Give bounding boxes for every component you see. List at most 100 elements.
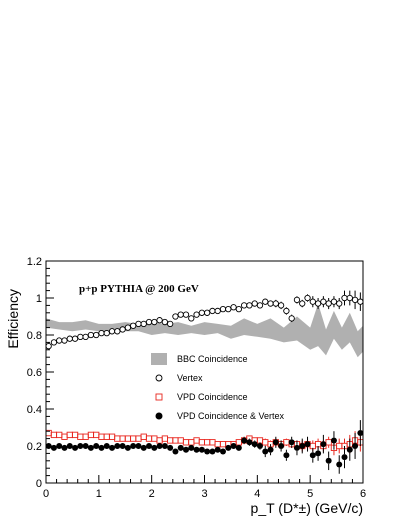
vpd-vertex-point — [56, 443, 63, 449]
vpd-vertex-point — [325, 457, 332, 464]
vertex-point — [156, 317, 163, 324]
vertex-point — [87, 331, 95, 339]
vertex-point — [45, 342, 52, 350]
vpd-coincidence-point — [177, 437, 184, 444]
y-tick-label: 1 — [36, 293, 42, 305]
vpd-vertex-point — [198, 446, 205, 453]
vertex-point — [240, 302, 248, 309]
vertex-point — [50, 339, 58, 346]
vpd-vertex-point — [304, 441, 311, 448]
vpd-vertex-point — [230, 443, 237, 449]
legend-filled-circle-marker — [155, 412, 163, 420]
vertex-point — [61, 337, 68, 344]
vpd-coincidence-point — [283, 439, 290, 446]
vertex-point — [93, 331, 100, 339]
vpd-coincidence-point — [71, 431, 79, 439]
vertex-point — [167, 320, 174, 328]
vpd-vertex-point — [172, 448, 179, 455]
vpd-coincidence-point — [172, 437, 179, 444]
vpd-coincidence-point — [103, 433, 110, 440]
vertex-point — [336, 300, 343, 307]
vertex-point — [188, 315, 195, 322]
vpd-vertex-point — [151, 444, 158, 451]
x-tick-label: 2 — [149, 488, 155, 500]
vpd-vertex-point — [177, 444, 184, 451]
y-tick-label: 0.8 — [27, 330, 42, 342]
vertex-point — [161, 318, 169, 326]
vertex-point — [193, 311, 200, 318]
vpd-vertex-point — [114, 443, 121, 449]
vertex-point — [140, 320, 147, 328]
vpd-coincidence-point — [114, 435, 121, 442]
vpd-vertex-point — [272, 439, 279, 446]
vpd-coincidence-point — [93, 431, 100, 439]
legend-band-swatch — [151, 353, 167, 365]
vpd-coincidence-point — [161, 435, 169, 442]
vertex-point — [108, 328, 116, 335]
vpd-coincidence-point — [130, 435, 137, 442]
vpd-coincidence-point — [108, 433, 116, 440]
vpd-coincidence-point — [214, 441, 221, 448]
vpd-vertex-point — [119, 443, 126, 449]
vertex-point — [283, 307, 290, 315]
vertex-point — [219, 305, 227, 313]
vertex-point — [299, 300, 306, 307]
y-axis-title: Efficiency — [5, 289, 21, 349]
vpd-vertex-point — [267, 446, 274, 453]
vpd-vertex-point — [140, 444, 147, 451]
y-tick-label: 0 — [36, 478, 42, 490]
vpd-coincidence-point — [193, 437, 200, 444]
points-layer — [45, 290, 364, 474]
vpd-vertex-point — [167, 444, 174, 451]
vpd-vertex-point — [246, 439, 253, 446]
legend-label: BBC Coincidence — [177, 354, 248, 364]
vertex-point — [124, 324, 132, 331]
vpd-vertex-point — [309, 452, 316, 459]
legend-open-square-marker — [155, 393, 163, 401]
vertex-point — [119, 326, 126, 333]
vpd-coincidence-point — [135, 435, 142, 442]
vertex-point — [214, 307, 221, 315]
vpd-coincidence-point — [140, 433, 147, 440]
vpd-vertex-point — [330, 437, 337, 444]
x-tick-label: 0 — [43, 488, 49, 500]
vpd-vertex-point — [241, 437, 248, 444]
vertex-point — [320, 298, 327, 305]
x-tick-label: 1 — [96, 488, 102, 500]
vpd-vertex-point — [183, 446, 190, 453]
vpd-coincidence-point — [219, 441, 227, 448]
vertex-point — [251, 300, 258, 307]
vpd-vertex-point — [251, 441, 258, 448]
vertex-point — [98, 329, 105, 337]
vertex-point — [277, 302, 285, 309]
vpd-coincidence-point — [262, 439, 269, 446]
vertex-point — [209, 307, 216, 315]
vpd-vertex-point — [352, 443, 359, 449]
vpd-coincidence-point — [50, 431, 58, 439]
vertex-point — [103, 329, 110, 337]
vertex-point — [114, 328, 121, 335]
vpd-vertex-point — [209, 448, 216, 455]
vpd-coincidence-point — [87, 431, 95, 439]
vpd-vertex-point — [77, 443, 84, 449]
vertex-point — [225, 305, 232, 313]
vpd-coincidence-point — [156, 437, 163, 444]
vpd-vertex-point — [357, 430, 364, 437]
vertex-point — [325, 300, 332, 307]
vpd-vertex-point — [161, 443, 168, 449]
vpd-coincidence-point — [188, 439, 195, 446]
vpd-coincidence-point — [61, 433, 68, 440]
vertex-point — [314, 300, 322, 307]
vpd-coincidence-point — [203, 439, 211, 446]
vertex-point — [346, 294, 353, 302]
vpd-coincidence-point — [151, 435, 158, 442]
bbc-coincidence-band — [46, 303, 363, 358]
vpd-vertex-point — [66, 443, 73, 449]
x-tick-label: 6 — [360, 488, 366, 500]
vertex-point — [304, 294, 311, 302]
x-tick-label: 3 — [201, 488, 207, 500]
vpd-coincidence-point — [145, 435, 153, 442]
vertex-point — [246, 302, 253, 309]
vpd-vertex-point — [156, 443, 163, 449]
